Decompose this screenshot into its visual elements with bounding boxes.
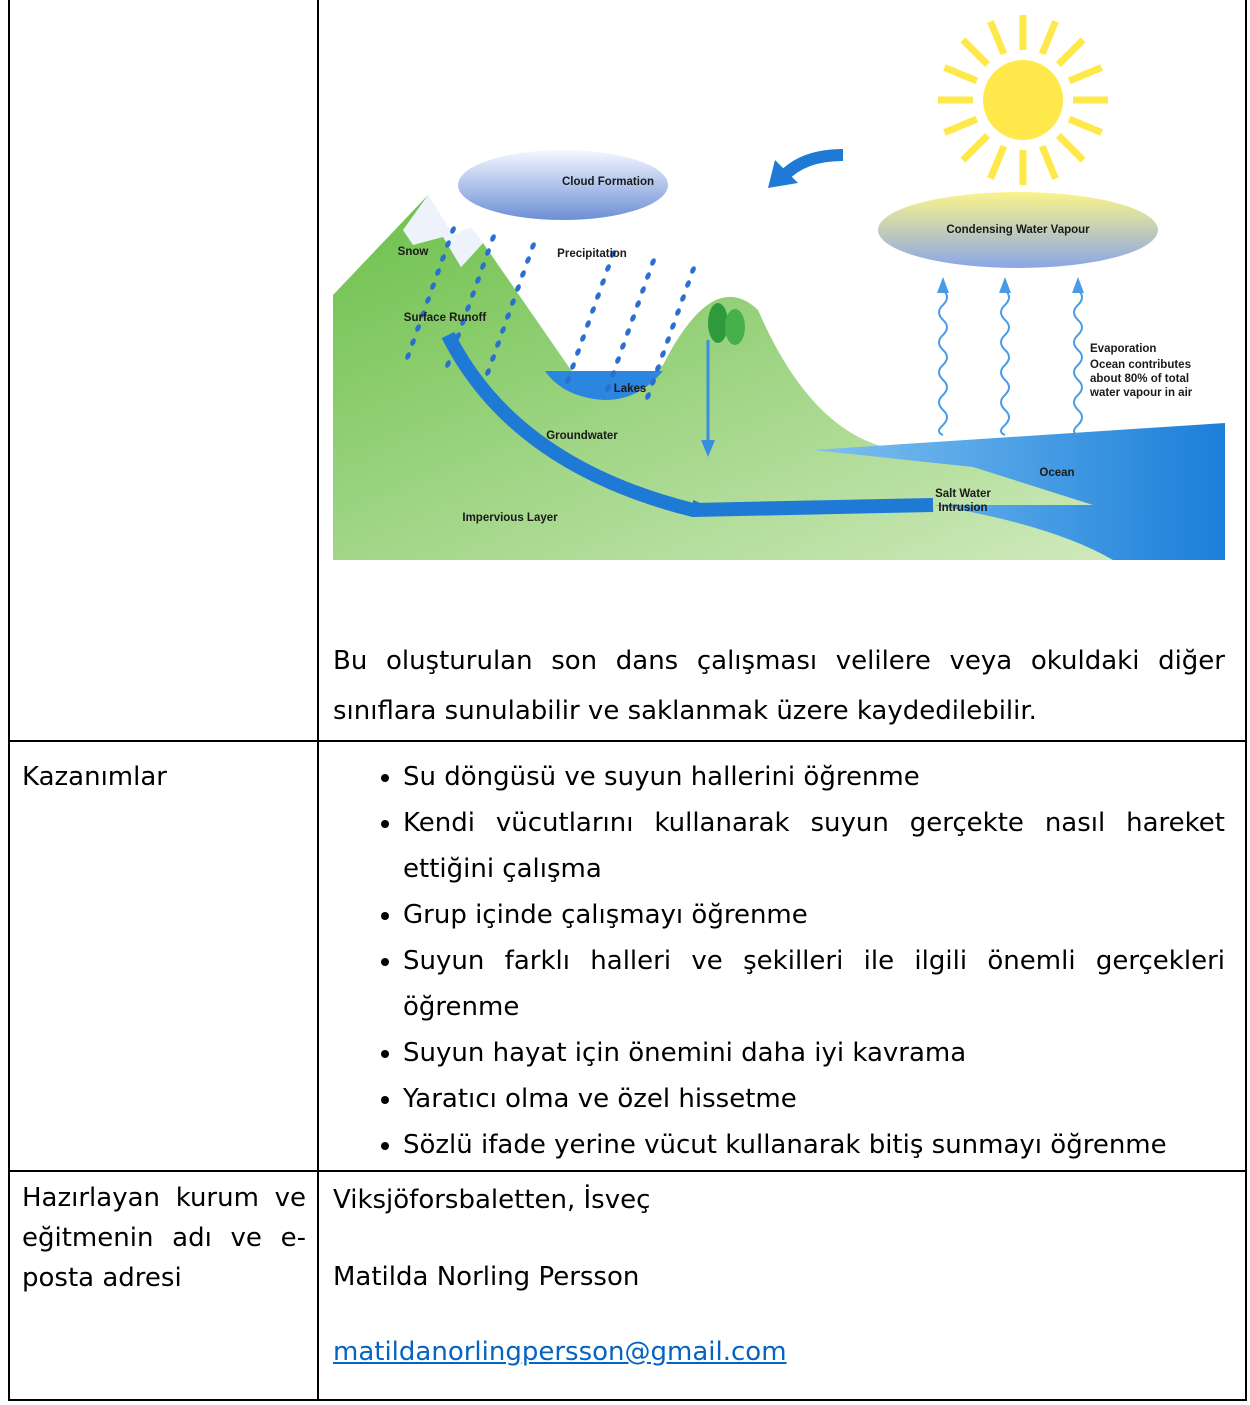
water-cycle-diagram: Cloud Formation Snow Precipitation Conde…: [333, 5, 1225, 560]
raindrop: [489, 233, 497, 242]
label: Impervious Layer: [462, 512, 558, 524]
label: water vapour in air: [1089, 387, 1193, 399]
raindrop: [639, 285, 647, 294]
evaporation-arrows: [937, 277, 1084, 435]
raindrop: [524, 255, 532, 264]
sun-ray: [944, 119, 976, 132]
label: Groundwater: [546, 430, 618, 442]
raindrop: [579, 333, 587, 342]
raindrop: [664, 335, 672, 344]
label: Precipitation: [557, 248, 627, 260]
sun-ray: [990, 146, 1003, 178]
row-label: Kazanımlar: [22, 754, 167, 800]
raindrop: [689, 265, 697, 274]
label: Evaporation: [1090, 343, 1156, 355]
label: Ocean contributes: [1090, 359, 1191, 371]
label: Cloud Formation: [562, 176, 654, 188]
outcome-item: Suyun hayat için önemini daha iyi kavram…: [403, 1030, 1225, 1076]
arrow-head: [999, 277, 1011, 293]
border: [8, 1399, 1247, 1401]
sun-ray: [1058, 40, 1083, 65]
label: Condensing Water Vapour: [946, 224, 1090, 236]
label: Snow: [398, 246, 429, 258]
sun-ray: [944, 67, 976, 80]
raindrop: [624, 327, 632, 336]
vapour-arrow: [1001, 290, 1009, 435]
raindrop: [684, 279, 692, 288]
border: [317, 0, 319, 1401]
label: about 80% of total: [1090, 373, 1189, 385]
sun-ray: [1069, 119, 1101, 132]
raindrop: [519, 269, 527, 278]
raindrop: [679, 293, 687, 302]
raindrop: [614, 355, 622, 364]
outcome-item: Suyun farklı halleri ve şekilleri ile il…: [403, 938, 1225, 1030]
row-label: Hazırlayan kurum ve eğitmenin adı ve e-p…: [22, 1178, 306, 1298]
raindrop: [529, 241, 537, 250]
sun-ray: [963, 135, 988, 160]
outcome-item: Sözlü ifade yerine vücut kullanarak biti…: [403, 1122, 1225, 1168]
sun-ray: [1042, 21, 1055, 53]
raindrop: [659, 349, 667, 358]
raindrop: [669, 321, 677, 330]
label: Intrusion: [938, 502, 987, 514]
label: Lakes: [614, 383, 647, 395]
outcome-item: Yaratıcı olma ve özel hissetme: [403, 1076, 1225, 1122]
description: Bu oluşturulan son dans çalışması velile…: [333, 636, 1225, 736]
raindrop: [634, 299, 642, 308]
outcome-item: Su döngüsü ve suyun hallerini öğrenme: [403, 754, 1225, 800]
outcome-item: Grup içinde çalışmayı öğrenme: [403, 892, 1225, 938]
sun-ray: [1069, 67, 1101, 80]
arrow: [783, 155, 843, 177]
vapour-arrow: [1074, 290, 1082, 435]
page: Cloud Formation Snow Precipitation Conde…: [0, 0, 1250, 1405]
label: Salt Water: [935, 488, 991, 500]
raindrop: [604, 263, 612, 272]
raindrop: [594, 291, 602, 300]
tree: [708, 303, 728, 343]
border: [8, 1170, 1247, 1172]
vapour-arrow: [939, 290, 947, 435]
outcome-item: Kendi vücutlarını kullanarak suyun gerçe…: [403, 800, 1225, 892]
border: [1245, 0, 1247, 1401]
raindrop: [629, 313, 637, 322]
border: [8, 0, 10, 1401]
border: [8, 740, 1247, 742]
sun-ray: [990, 21, 1003, 53]
arrow-head: [937, 277, 949, 293]
raindrop: [619, 341, 627, 350]
raindrop: [589, 305, 597, 314]
outcome-list: Su döngüsü ve suyun hallerini öğrenmeKen…: [333, 754, 1225, 1168]
institution: Viksjöforsbaletten, İsveç: [333, 1177, 650, 1223]
raindrop: [644, 271, 652, 280]
label: Surface Runoff: [404, 312, 487, 324]
arrow-head: [1072, 277, 1084, 293]
sun-ray: [1042, 146, 1055, 178]
raindrop: [599, 277, 607, 286]
email-link[interactable]: matildanorlingpersson@gmail.com: [333, 1337, 787, 1367]
instructor-name: Matilda Norling Persson: [333, 1254, 639, 1300]
tree: [725, 309, 745, 345]
label: Ocean: [1039, 467, 1074, 479]
sun-ray: [963, 40, 988, 65]
raindrop: [674, 307, 682, 316]
raindrop: [584, 319, 592, 328]
raindrop: [574, 347, 582, 356]
sun: [938, 15, 1108, 185]
raindrop: [649, 257, 657, 266]
sun-ray: [1058, 135, 1083, 160]
